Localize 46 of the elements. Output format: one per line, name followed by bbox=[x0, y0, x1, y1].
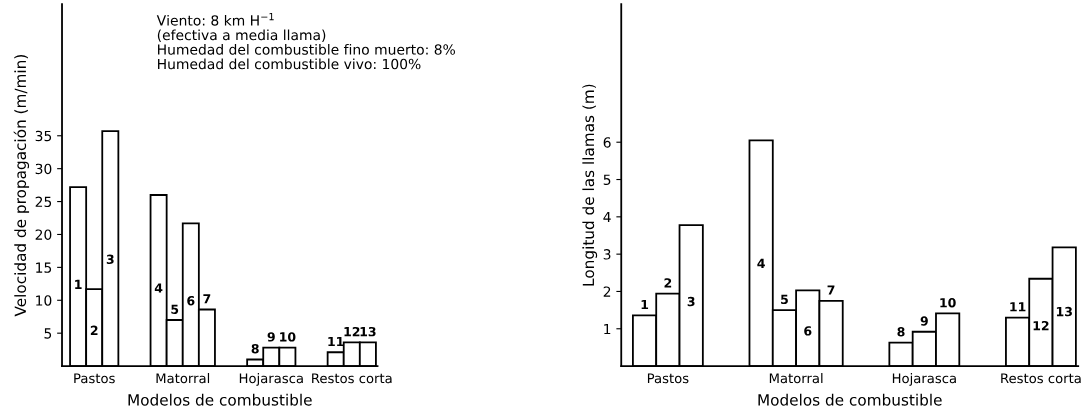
x-tick-label: 9 bbox=[267, 332, 275, 342]
x-tick-label: 13 bbox=[1056, 306, 1072, 317]
y-tick-label: 6 bbox=[603, 137, 611, 148]
text: Hojarasca bbox=[892, 373, 956, 386]
x-tick-label: 7 bbox=[827, 285, 835, 295]
x-tick-label: 12 bbox=[1033, 320, 1049, 331]
x-tick-label: 6 bbox=[187, 296, 195, 306]
text: Hojarasca bbox=[239, 373, 303, 386]
x-tick-label: 13 bbox=[360, 326, 376, 337]
y-tick-label: 35 bbox=[35, 130, 52, 142]
x-tick-label: 12 bbox=[344, 326, 360, 337]
x-tick-label: 7 bbox=[203, 294, 211, 304]
x-axis-title: Modelos de combustible bbox=[758, 393, 942, 406]
x-tick-label: 1 bbox=[75, 279, 82, 289]
y-axis-title: Longitud de las llamas (m) bbox=[582, 84, 598, 286]
text: Matorral bbox=[156, 373, 210, 384]
y-axis-title: Velocidad de propagación (m/min) bbox=[13, 55, 30, 317]
x-tick-label: 11 bbox=[1010, 302, 1026, 312]
x-tick-label: 6 bbox=[804, 326, 812, 336]
x-tick-label: 5 bbox=[171, 304, 179, 314]
text: Matorral bbox=[769, 373, 823, 384]
text: Pastos bbox=[74, 373, 115, 384]
x-tick-label: 9 bbox=[920, 316, 928, 326]
y-tick-label: 30 bbox=[35, 163, 52, 175]
x-tick-label: 1 bbox=[641, 300, 649, 310]
y-tick-label: 15 bbox=[36, 262, 52, 273]
x-tick-label: 2 bbox=[90, 325, 98, 335]
text: Pastos bbox=[647, 373, 689, 384]
x-tick-label: 5 bbox=[781, 294, 788, 305]
x-tick-label: 8 bbox=[897, 327, 905, 337]
x-axis-title: Modelos de combustible bbox=[128, 393, 312, 406]
y-tick-label: 25 bbox=[35, 196, 52, 208]
x-tick-label: 4 bbox=[154, 283, 163, 293]
text: Restos corta bbox=[312, 373, 392, 384]
y-tick-label: 3 bbox=[603, 249, 611, 260]
y-tick-label: 20 bbox=[35, 229, 52, 240]
text: Restos corta bbox=[1001, 373, 1081, 384]
annotation: Viento: 8 km H$^{−1}$ (efectiva a media llama) Humedad del combustible fino muerto: 8% Humedad del combustible vivo: 100% bbox=[156, 13, 455, 70]
x-tick-label: 2 bbox=[664, 278, 672, 288]
x-tick-label: 11 bbox=[328, 336, 344, 347]
x-tick-label: 8 bbox=[251, 344, 259, 354]
y-tick-label: 4 bbox=[603, 211, 611, 223]
x-tick-label: 10 bbox=[940, 297, 956, 308]
y-tick-label: 5 bbox=[603, 174, 611, 185]
x-tick-label: 3 bbox=[687, 296, 695, 307]
x-tick-label: 10 bbox=[280, 332, 296, 342]
